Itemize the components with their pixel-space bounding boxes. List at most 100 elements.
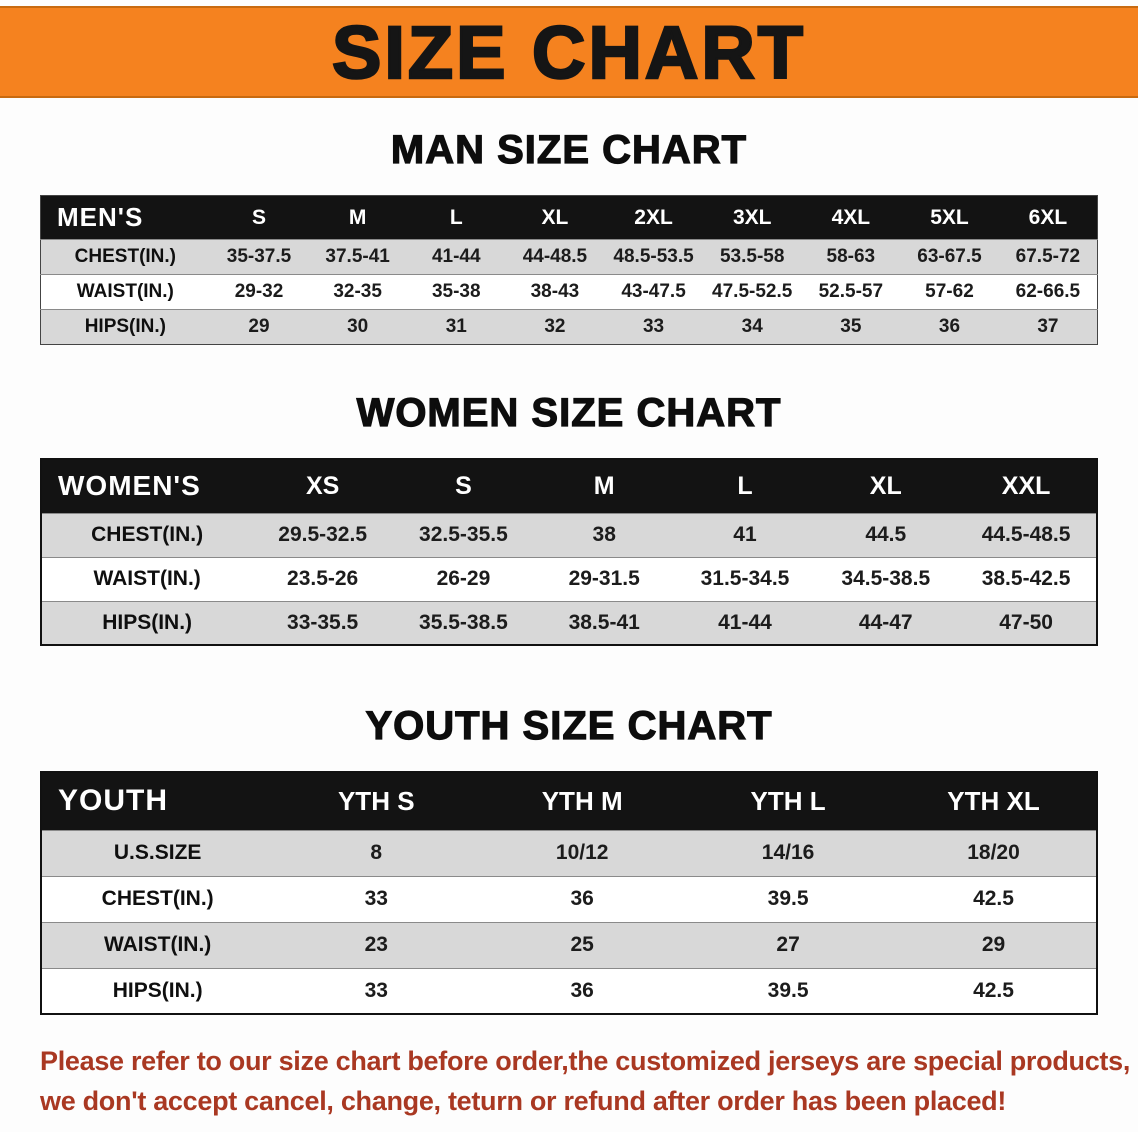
size-cell: 33	[604, 309, 703, 345]
women-size-table: WOMEN'S XS S M L XL XXL CHEST(IN.) 29.5-…	[40, 458, 1098, 646]
size-cell: 36	[900, 309, 999, 345]
header-row: MEN'S S M L XL 2XL 3XL 4XL 5XL 6XL	[40, 195, 1098, 240]
size-cell: 26-29	[393, 556, 534, 601]
size-cell: 53.5-58	[702, 239, 802, 275]
col-header: XL	[505, 195, 605, 240]
size-cell: 37	[998, 309, 1098, 345]
size-cell: 41-44	[674, 600, 816, 645]
table-title-cell: WOMEN'S	[41, 459, 253, 513]
size-cell: 29	[891, 921, 1097, 968]
notice-line-1: Please refer to our size chart before or…	[40, 1046, 1131, 1076]
row-label: WAIST(IN.)	[40, 274, 210, 310]
table-row: WAIST(IN.) 29-32 32-35 35-38 38-43 43-47…	[40, 274, 1098, 310]
size-cell: 29	[209, 309, 309, 345]
size-cell: 44.5-48.5	[956, 512, 1097, 557]
col-header: 4XL	[801, 195, 901, 240]
size-cell: 23.5-26	[252, 556, 394, 601]
size-cell: 38.5-41	[533, 600, 675, 645]
col-header: XXL	[956, 459, 1097, 513]
size-cell: 38.5-42.5	[956, 556, 1097, 601]
table-row: WAIST(IN.) 23.5-26 26-29 29-31.5 31.5-34…	[41, 556, 1097, 601]
row-label: CHEST(IN.)	[41, 512, 253, 557]
size-cell: 18/20	[891, 829, 1097, 876]
size-cell: 30	[308, 309, 407, 345]
size-cell: 47.5-52.5	[702, 274, 802, 310]
men-heading: MAN SIZE CHART	[390, 127, 748, 172]
size-cell: 44-48.5	[505, 239, 605, 275]
size-cell: 38	[533, 512, 675, 557]
col-header: YTH M	[479, 772, 686, 830]
col-header: M	[308, 195, 407, 240]
col-header: M	[533, 459, 675, 513]
row-label: WAIST(IN.)	[41, 556, 253, 601]
size-cell: 43-47.5	[604, 274, 703, 310]
size-cell: 32	[505, 309, 605, 345]
size-cell: 39.5	[685, 967, 892, 1014]
size-cell: 35-38	[406, 274, 506, 310]
size-cell: 52.5-57	[801, 274, 901, 310]
table-row: CHEST(IN.) 35-37.5 37.5-41 41-44 44-48.5…	[40, 239, 1098, 275]
size-cell: 14/16	[685, 829, 892, 876]
size-cell: 34.5-38.5	[815, 556, 957, 601]
order-notice: Please refer to our size chart before or…	[40, 1041, 1138, 1121]
size-cell: 23	[273, 921, 480, 968]
size-cell: 39.5	[685, 875, 892, 922]
size-cell: 63-67.5	[900, 239, 999, 275]
header-row: YOUTH YTH S YTH M YTH L YTH XL	[41, 772, 1097, 830]
size-cell: 41	[674, 512, 816, 557]
size-cell: 29-32	[209, 274, 309, 310]
col-header: XS	[252, 459, 394, 513]
men-section: MAN SIZE CHART MEN'S S M L XL 2XL 3XL 4X…	[0, 127, 1138, 345]
row-label: WAIST(IN.)	[41, 921, 274, 968]
size-cell: 10/12	[479, 829, 686, 876]
col-header: L	[674, 459, 816, 513]
banner: SIZE CHART	[0, 6, 1138, 98]
size-cell: 44.5	[815, 512, 957, 557]
col-header: 6XL	[998, 195, 1098, 240]
size-cell: 37.5-41	[308, 239, 407, 275]
size-cell: 42.5	[891, 967, 1097, 1014]
size-cell: 36	[479, 967, 686, 1014]
col-header: YTH L	[685, 772, 892, 830]
header-row: WOMEN'S XS S M L XL XXL	[41, 459, 1097, 513]
size-cell: 38-43	[505, 274, 605, 310]
size-cell: 44-47	[815, 600, 957, 645]
size-cell: 34	[702, 309, 802, 345]
table-row: HIPS(IN.) 29 30 31 32 33 34 35 36 37	[40, 309, 1098, 345]
col-header: S	[209, 195, 309, 240]
size-cell: 67.5-72	[998, 239, 1098, 275]
col-header: 5XL	[900, 195, 999, 240]
size-cell: 41-44	[406, 239, 506, 275]
table-row: HIPS(IN.) 33-35.5 35.5-38.5 38.5-41 41-4…	[41, 600, 1097, 645]
row-label: HIPS(IN.)	[41, 600, 253, 645]
size-cell: 31.5-34.5	[674, 556, 816, 601]
table-row: CHEST(IN.) 33 36 39.5 42.5	[41, 875, 1097, 922]
table-row: HIPS(IN.) 33 36 39.5 42.5	[41, 967, 1097, 1014]
row-label: CHEST(IN.)	[40, 239, 210, 275]
size-cell: 48.5-53.5	[604, 239, 703, 275]
table-row: WAIST(IN.) 23 25 27 29	[41, 921, 1097, 968]
size-cell: 35	[801, 309, 901, 345]
size-cell: 33	[273, 967, 480, 1014]
col-header: 2XL	[604, 195, 703, 240]
size-cell: 36	[479, 875, 686, 922]
col-header: XL	[815, 459, 957, 513]
row-label: HIPS(IN.)	[40, 309, 210, 345]
size-cell: 57-62	[900, 274, 999, 310]
women-section: WOMEN SIZE CHART WOMEN'S XS S M L XL XXL	[0, 390, 1138, 646]
table-row: CHEST(IN.) 29.5-32.5 32.5-35.5 38 41 44.…	[41, 512, 1097, 557]
size-cell: 32-35	[308, 274, 407, 310]
col-header: S	[393, 459, 534, 513]
table-title-cell: YOUTH	[41, 772, 274, 830]
row-label: U.S.SIZE	[41, 829, 274, 876]
size-cell: 47-50	[956, 600, 1097, 645]
size-cell: 33-35.5	[252, 600, 394, 645]
size-cell: 31	[406, 309, 506, 345]
men-size-table: MEN'S S M L XL 2XL 3XL 4XL 5XL 6XL CHEST…	[40, 195, 1098, 345]
col-header: L	[406, 195, 506, 240]
size-cell: 25	[479, 921, 686, 968]
size-cell: 35.5-38.5	[393, 600, 534, 645]
table-row: U.S.SIZE 8 10/12 14/16 18/20	[41, 829, 1097, 876]
size-cell: 35-37.5	[209, 239, 309, 275]
